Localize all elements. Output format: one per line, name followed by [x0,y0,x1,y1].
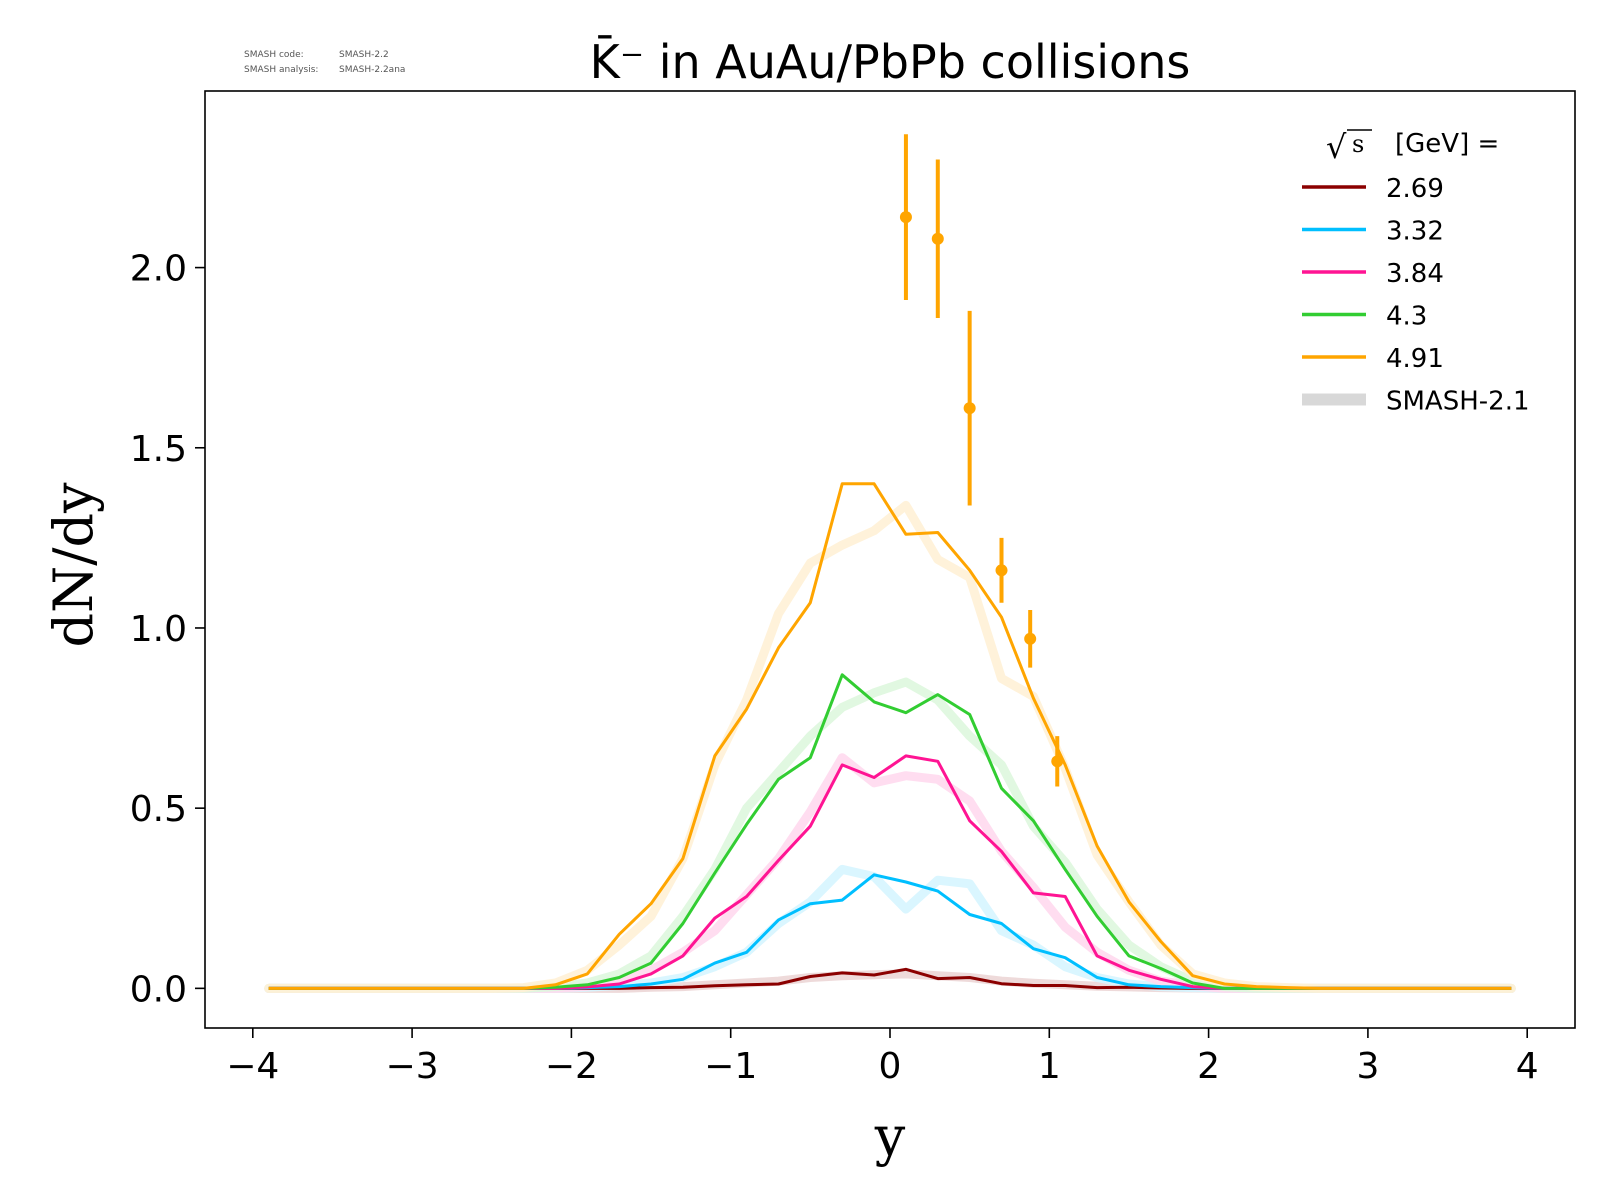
legend-label: 2.69 [1386,174,1444,204]
reference-line-4-91 [264,500,1516,993]
reference-line-3-84 [264,753,1516,993]
series-curves [268,482,1512,990]
experimental-points [899,134,1064,787]
legend-title-s: s [1352,130,1364,158]
legend-label: 3.84 [1386,259,1444,289]
x-tick-label: −4 [226,1046,279,1087]
code-info: SMASH code: SMASH-2.2 SMASH analysis: SM… [244,50,405,75]
x-tick-label: 2 [1197,1046,1220,1087]
x-tick-label: 0 [879,1046,902,1087]
data-point [963,402,976,415]
y-axis-label: dN/dy [42,482,105,648]
legend-label: SMASH-2.1 [1386,387,1530,417]
legend-title-unit: [GeV] = [1395,129,1499,159]
code-label: SMASH code: [244,50,304,60]
x-tick-label: 1 [1038,1046,1061,1087]
x-axis-label: y [874,1105,906,1168]
data-point [995,564,1008,577]
x-tick-label: 3 [1356,1046,1379,1087]
legend-label: 4.3 [1386,302,1427,332]
series-line-3-84 [268,754,1512,990]
y-tick-label: 0.5 [130,789,187,830]
code-value: SMASH-2.2 [339,50,389,60]
data-point [1024,632,1037,645]
y-tick-label: 2.0 [130,249,187,290]
legend-title: √ s [GeV] = [1326,128,1499,166]
y-tick-label: 1.5 [130,429,187,470]
analysis-value: SMASH-2.2ana [339,65,405,75]
legend-entries: 2.69 3.32 3.84 4.3 4.91 SMASH-2.1 [1302,174,1530,417]
series-line-4-3 [268,673,1512,990]
x-axis-ticks: −4 −3 −2 −1 0 1 2 3 4 [226,1028,1539,1087]
x-tick-label: 4 [1516,1046,1539,1087]
data-point [1051,755,1064,768]
y-tick-label: 1.0 [130,609,187,650]
legend-title-sqrt: √ [1326,128,1347,166]
chart-title: K̄⁻ in AuAu/PbPb collisions [590,35,1191,89]
x-tick-label: −2 [545,1046,598,1087]
y-axis-ticks: 0.0 0.5 1.0 1.5 2.0 [130,249,205,1010]
x-tick-label: −3 [386,1046,439,1087]
legend-label: 3.32 [1386,217,1444,247]
data-point [899,211,912,224]
legend: √ s [GeV] = 2.69 3.32 3.84 4.3 4.91 SMASH-2.1 [1302,128,1530,417]
legend-label: 4.91 [1386,344,1444,374]
x-tick-label: −1 [704,1046,757,1087]
series-line-4-91 [268,482,1512,990]
y-tick-label: 0.0 [130,969,187,1010]
data-point [931,232,944,245]
reference-line-4-3 [264,677,1516,993]
reference-curves [264,500,1516,993]
analysis-label: SMASH analysis: [244,65,318,75]
